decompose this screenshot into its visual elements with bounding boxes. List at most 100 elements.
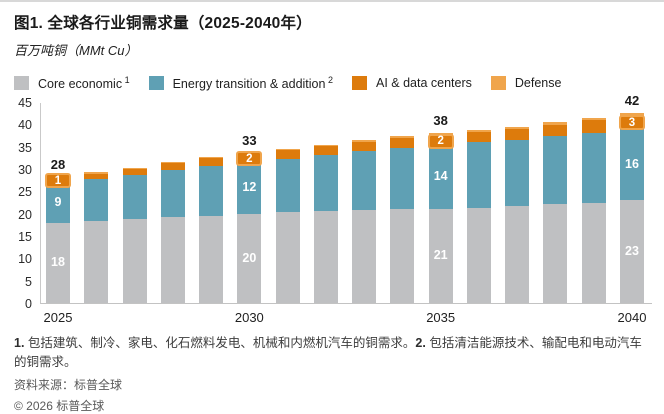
y-tick-label-35: 35 [18, 140, 32, 155]
x-tick-label-2030: 2030 [234, 310, 264, 326]
core-value-label: 18 [51, 254, 65, 269]
energy-value-label: 14 [433, 169, 448, 184]
footnote-text: 包括建筑、制冷、家电、化石燃料发电、机械和内燃机汽车的铜需求。 [27, 336, 416, 351]
bar-segment-energy [160, 169, 185, 218]
bar-segment-ai [581, 120, 606, 133]
bar-2037 [505, 103, 530, 304]
bar-segment-core [199, 215, 224, 304]
y-tick-label-0: 0 [25, 297, 32, 312]
bar-segment-energy [505, 139, 530, 207]
legend-footnote-marker: 1 [122, 75, 130, 85]
bar-segment-core [466, 208, 491, 304]
bar-segment-ai [122, 169, 147, 175]
chart-legend: Core economic 1 Energy transition & addit… [14, 75, 650, 91]
bar-segment-ai [390, 138, 415, 149]
legend-label: Energy transition & addition 2 [172, 75, 333, 92]
copyright-line: © 2026 标普全球 [14, 398, 105, 413]
bar-segment-ai [160, 163, 185, 170]
y-tick-label-45: 45 [18, 96, 32, 111]
ai-value-badge: 1 [45, 173, 71, 189]
bar-segment-energy [428, 145, 453, 210]
bar-segment-ai [543, 124, 568, 137]
bar-2032 [313, 103, 338, 304]
legend-label: AI & data centers [375, 76, 472, 91]
bar-2028 [160, 103, 185, 304]
bar-segment-energy [46, 182, 70, 223]
energy-value-label: 12 [242, 179, 257, 194]
bar-segment-core [46, 222, 70, 304]
bar-segment-defense [122, 167, 147, 170]
legend-item-1: Core economic 1 [14, 75, 130, 91]
y-tick-label-15: 15 [18, 230, 32, 245]
bar-segment-core [390, 209, 415, 304]
legend-swatch-icon [490, 76, 506, 91]
ai-value-badge: 2 [236, 151, 263, 167]
bar-segment-energy [199, 165, 224, 216]
bar-segment-energy [313, 155, 338, 212]
x-tick-label-2035: 2035 [426, 310, 456, 326]
plot-area: 28 18 9 1 2025 33 20 12 2 2030 38 21 14 2 2035 42 23 16 3 2… [40, 93, 652, 326]
chart-unit-subtitle: 百万吨铜（MMt Cu） [14, 43, 138, 58]
bar-total-label-2040: 42 [624, 93, 640, 109]
x-tick-label-2025: 2025 [43, 310, 73, 326]
footnote-text: 包括清洁能源技术、输配电和电动汽车的铜需求。 [14, 336, 642, 369]
legend-footnote-marker: 2 [325, 75, 333, 85]
bar-segment-core [313, 211, 338, 304]
y-tick-label-5: 5 [25, 274, 32, 289]
y-tick-label-25: 25 [18, 185, 32, 200]
bar-segment-ai [84, 173, 109, 179]
bar-segment-core [619, 200, 644, 304]
bar-segment-ai [466, 132, 491, 143]
bar-total-label-2035: 38 [433, 113, 448, 129]
y-tick-label-30: 30 [18, 163, 32, 178]
legend-item-4: Defense [490, 76, 562, 91]
bar-segment-defense [84, 172, 109, 174]
bar-2026 [84, 103, 109, 304]
core-value-label: 21 [433, 248, 448, 263]
bar-segment-core [275, 212, 300, 304]
legend-label: Defense [514, 76, 562, 91]
legend-swatch-icon [351, 76, 367, 91]
bar-segment-ai [199, 158, 224, 166]
core-value-label: 20 [242, 250, 257, 265]
x-tick-label-2040: 2040 [617, 310, 647, 326]
bar-2027 [122, 103, 147, 304]
bar-segment-defense [581, 118, 606, 121]
ai-value-badge: 2 [427, 133, 454, 149]
bar-segment-defense [390, 136, 415, 139]
bar-segment-energy [237, 162, 262, 214]
bar-segment-defense [275, 148, 300, 151]
bar-segment-core [160, 217, 185, 304]
bar-segment-defense [505, 126, 530, 129]
bar-total-label-2030: 33 [242, 132, 257, 148]
footnote-marker: 1. [14, 336, 28, 351]
bars-row: 28 18 9 1 2025 33 20 12 2 2030 38 21 14 2 2035 42 23 16 3 2… [44, 93, 647, 326]
bar-segment-energy [390, 148, 415, 210]
bar-2029 [199, 103, 224, 304]
legend-item-3: AI & data centers [351, 76, 472, 91]
bar-segment-defense [199, 156, 224, 159]
bar-segment-ai [352, 141, 377, 152]
bar-2034 [390, 103, 415, 304]
footnotes: 1. 包括建筑、制冷、家电、化石燃料发电、机械和内燃机汽车的铜需求。2. 包括清… [14, 334, 650, 372]
bar-segment-energy [466, 142, 491, 209]
bar-segment-core [543, 204, 568, 304]
chart-header: 图1. 全球各行业铜需求量（2025-2040年） 百万吨铜（MMt Cu） [14, 11, 650, 59]
bar-segment-energy [352, 151, 377, 211]
bar-2040: 42 23 16 3 2040 [618, 93, 647, 325]
y-tick-label-20: 20 [18, 207, 32, 222]
bar-2030: 33 20 12 2 2030 [235, 103, 264, 326]
bar-segment-defense [313, 144, 338, 147]
bar-segment-defense [543, 122, 568, 125]
bar-segment-energy [543, 136, 568, 205]
y-tick-label-10: 10 [18, 252, 32, 267]
bar-segment-defense [352, 139, 377, 142]
bar-2031 [275, 103, 300, 304]
bar-segment-energy [122, 174, 147, 220]
bar-segment-energy [581, 132, 606, 203]
bar-segment-core [122, 219, 147, 304]
bar-2025: 28 18 9 1 2025 [44, 103, 73, 326]
bar-2039 [581, 103, 606, 304]
energy-value-label: 9 [54, 194, 62, 209]
y-axis: 0 5 10 15 20 25 30 35 40 45 [0, 96, 32, 311]
